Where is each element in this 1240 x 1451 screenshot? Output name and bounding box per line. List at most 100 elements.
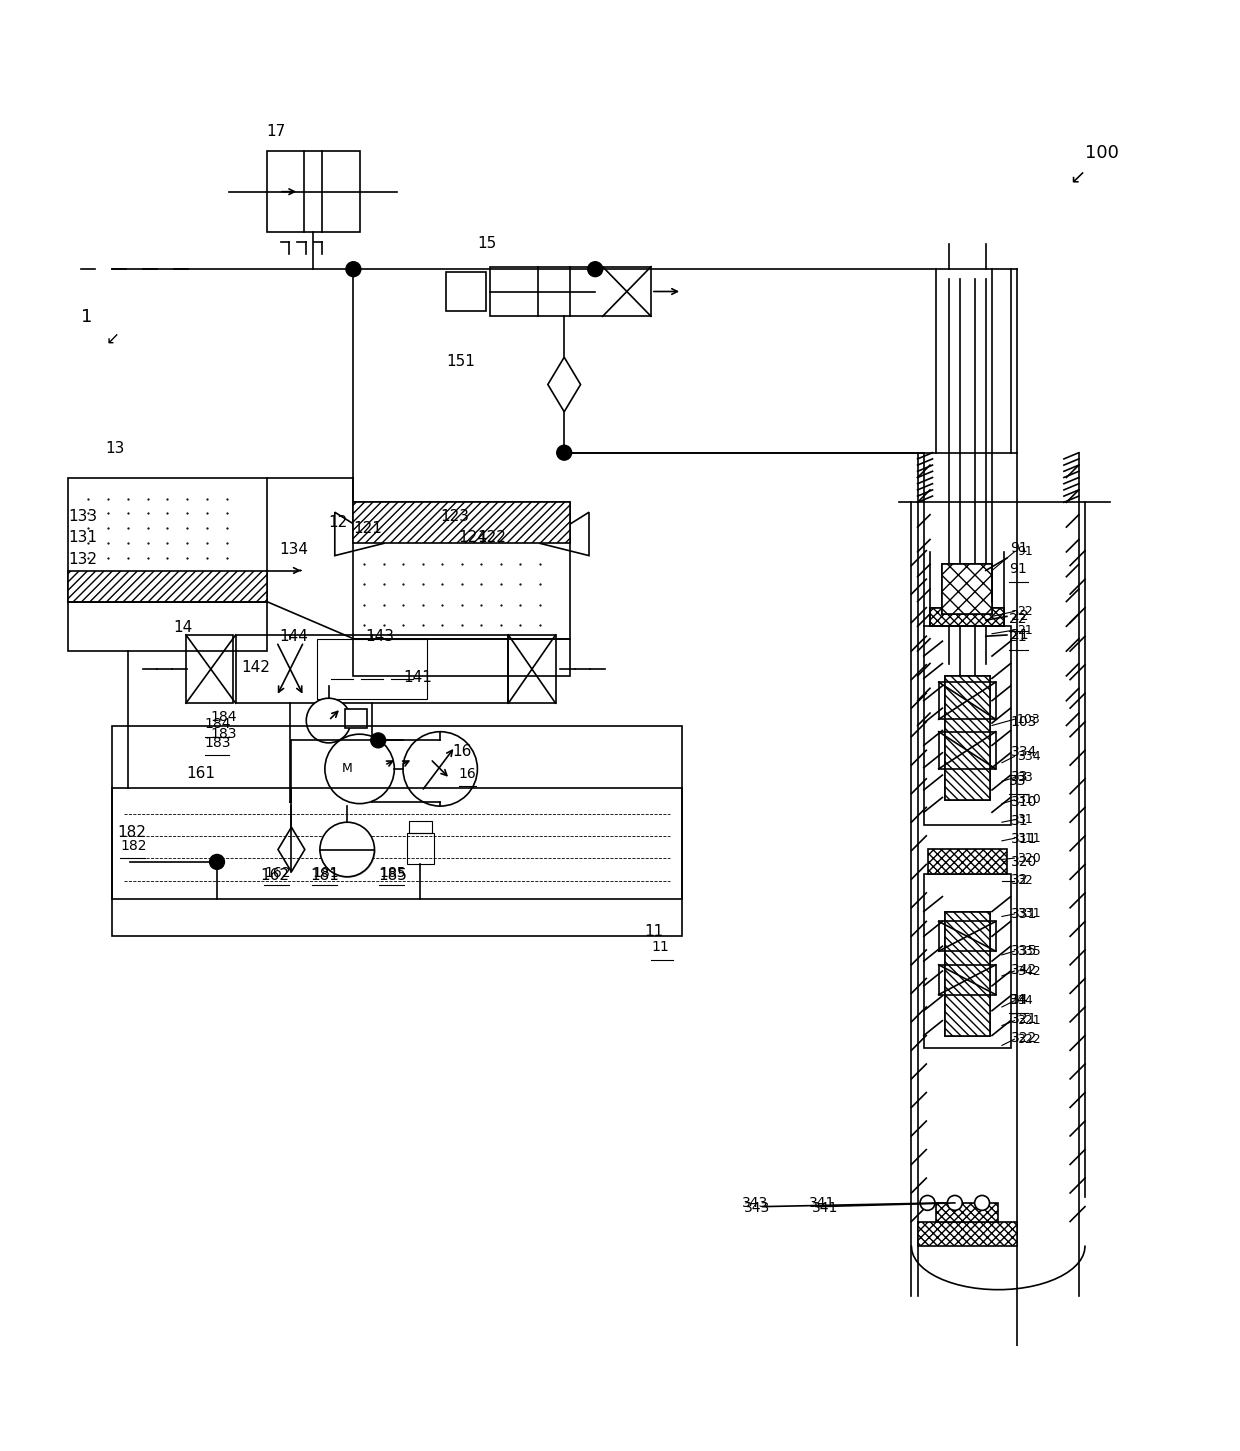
Text: 331: 331 bbox=[1011, 907, 1037, 921]
Circle shape bbox=[320, 823, 374, 876]
Text: 91: 91 bbox=[1011, 541, 1028, 554]
Circle shape bbox=[975, 1196, 990, 1210]
Text: 184: 184 bbox=[211, 710, 237, 724]
Bar bbox=[924, 875, 1011, 1048]
Text: 131: 131 bbox=[68, 530, 97, 546]
Text: 103: 103 bbox=[1011, 714, 1037, 728]
Text: 32: 32 bbox=[1017, 874, 1033, 887]
Text: 22: 22 bbox=[1017, 605, 1033, 618]
Bar bbox=[409, 821, 432, 833]
Text: 321: 321 bbox=[1017, 1014, 1040, 1027]
Bar bbox=[68, 570, 267, 602]
Bar bbox=[68, 602, 267, 651]
Circle shape bbox=[346, 261, 361, 277]
Text: 342: 342 bbox=[1017, 965, 1040, 978]
Text: 121: 121 bbox=[353, 521, 382, 537]
Bar bbox=[112, 726, 682, 936]
Text: 182: 182 bbox=[120, 839, 146, 853]
Bar bbox=[930, 608, 1004, 627]
Bar bbox=[353, 502, 570, 638]
Circle shape bbox=[947, 1196, 962, 1210]
Text: 343: 343 bbox=[742, 1196, 768, 1210]
Bar bbox=[267, 151, 360, 232]
Text: 141: 141 bbox=[403, 670, 432, 685]
Text: 31: 31 bbox=[1011, 814, 1028, 827]
Text: 181: 181 bbox=[312, 866, 339, 879]
Text: 185: 185 bbox=[378, 869, 407, 884]
Text: 21: 21 bbox=[1009, 630, 1027, 644]
Bar bbox=[112, 788, 682, 900]
Bar bbox=[490, 267, 651, 316]
Text: 151: 151 bbox=[446, 354, 475, 369]
Text: 32: 32 bbox=[1011, 874, 1028, 887]
Text: 33: 33 bbox=[1011, 770, 1028, 785]
Text: 341: 341 bbox=[812, 1200, 838, 1214]
Bar bbox=[345, 710, 367, 728]
Text: 183: 183 bbox=[211, 727, 237, 741]
Bar bbox=[924, 627, 1011, 824]
Text: 17: 17 bbox=[267, 125, 286, 139]
Bar bbox=[317, 638, 427, 699]
Text: 334: 334 bbox=[1011, 746, 1037, 759]
Circle shape bbox=[557, 445, 572, 460]
Bar bbox=[942, 564, 992, 614]
Text: 343: 343 bbox=[744, 1200, 770, 1214]
Circle shape bbox=[325, 734, 394, 804]
Text: 100: 100 bbox=[1085, 144, 1118, 161]
Bar bbox=[930, 608, 1004, 627]
Circle shape bbox=[371, 733, 386, 747]
Bar bbox=[945, 676, 990, 800]
Text: 134: 134 bbox=[279, 543, 308, 557]
Text: 162: 162 bbox=[260, 869, 289, 884]
Text: 185: 185 bbox=[379, 866, 405, 879]
Text: 182: 182 bbox=[118, 826, 146, 840]
Bar bbox=[928, 849, 1007, 875]
Bar bbox=[508, 636, 556, 704]
Text: 16: 16 bbox=[453, 744, 472, 759]
Text: 16: 16 bbox=[459, 766, 476, 781]
Text: 122: 122 bbox=[477, 530, 506, 546]
Bar bbox=[68, 477, 267, 602]
Text: 322: 322 bbox=[1017, 1033, 1040, 1046]
Text: 183: 183 bbox=[205, 736, 231, 750]
Text: 21: 21 bbox=[1011, 628, 1028, 641]
Text: 311: 311 bbox=[1017, 831, 1040, 844]
Circle shape bbox=[403, 731, 477, 807]
Text: 103: 103 bbox=[1017, 712, 1040, 726]
Text: M: M bbox=[342, 762, 352, 775]
Bar bbox=[918, 1222, 1017, 1246]
Circle shape bbox=[306, 698, 351, 743]
Text: 1: 1 bbox=[81, 309, 92, 326]
Text: 162: 162 bbox=[264, 866, 290, 879]
Bar bbox=[186, 636, 233, 704]
Text: 342: 342 bbox=[1011, 962, 1037, 977]
Text: 15: 15 bbox=[477, 237, 497, 251]
Text: 34: 34 bbox=[1017, 994, 1033, 1007]
Text: 142: 142 bbox=[242, 660, 270, 675]
Text: ↙: ↙ bbox=[1069, 167, 1085, 186]
Text: 334: 334 bbox=[1017, 750, 1040, 763]
Text: 124: 124 bbox=[459, 530, 487, 546]
Text: 123: 123 bbox=[440, 509, 469, 524]
Bar bbox=[939, 965, 996, 994]
Text: 320: 320 bbox=[1017, 852, 1040, 865]
Text: 33: 33 bbox=[1017, 770, 1033, 784]
Text: 335: 335 bbox=[1011, 945, 1037, 958]
Bar bbox=[446, 271, 486, 312]
Text: 132: 132 bbox=[68, 553, 97, 567]
Text: 91: 91 bbox=[1009, 562, 1027, 576]
Text: 331: 331 bbox=[1017, 907, 1040, 920]
Text: 335: 335 bbox=[1017, 945, 1040, 958]
Bar bbox=[942, 564, 992, 614]
Text: 14: 14 bbox=[174, 621, 193, 636]
Bar bbox=[939, 731, 996, 769]
Text: 11: 11 bbox=[645, 924, 665, 939]
Text: 22: 22 bbox=[1011, 609, 1028, 622]
Text: 311: 311 bbox=[1011, 833, 1037, 846]
Circle shape bbox=[920, 1196, 935, 1210]
Text: 31: 31 bbox=[1017, 813, 1033, 826]
Circle shape bbox=[588, 261, 603, 277]
Circle shape bbox=[210, 855, 224, 869]
Bar bbox=[939, 682, 996, 720]
Text: 322: 322 bbox=[1011, 1030, 1037, 1045]
